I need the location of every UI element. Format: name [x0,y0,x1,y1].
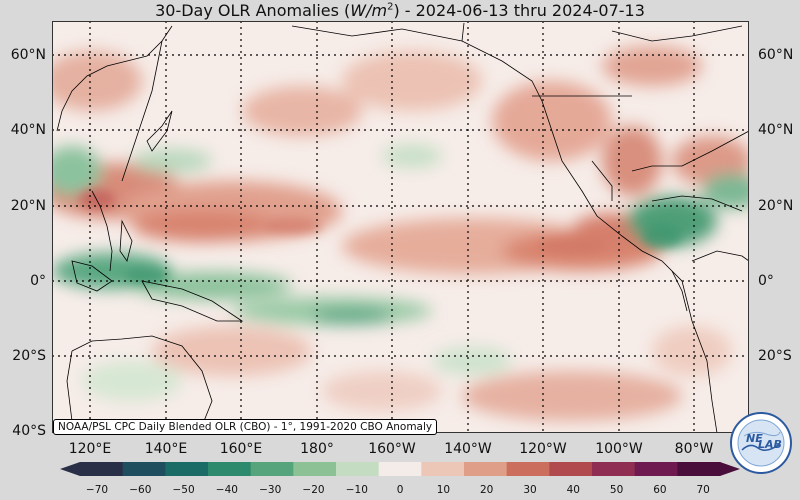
data-source-note: NOAA/PSL CPC Daily Blended OLR (CBO) - 1… [53,419,438,435]
lat-label-right: 40°N [758,122,794,138]
lon-label: 140°W [444,441,492,457]
colorbar-tick-label: 40 [566,484,580,496]
lat-label-right: 20°N [758,198,794,214]
colorbar-extend-min [60,462,80,476]
colorbar-segment [378,462,422,476]
colorbar-tick-label: 10 [436,484,451,496]
colorbar-segment [634,462,678,476]
colorbar-tick-label: −50 [172,484,195,496]
colorbar-tick-label: 50 [609,484,624,496]
fine-detail [79,189,682,284]
colorbar-tick-label: −20 [302,484,325,496]
colorbar-segment [122,462,166,476]
lat-label-right: 0° [758,273,774,289]
colorbar-segment [464,462,508,476]
colorbar-segment [165,462,209,476]
lon-label: 180° [300,441,334,457]
colorbar-segment [208,462,252,476]
svg-text:NE: NE [746,432,763,445]
lon-label: 80°W [674,441,714,457]
colorbar-tick-label: 70 [696,484,710,496]
colorbar-segment [336,462,380,476]
lat-label-left: 20°S [12,348,46,364]
colorbar-segment [549,462,593,476]
coastlines [56,22,749,433]
colorbar-segment [80,462,124,476]
lat-label-left: 60°N [10,47,46,63]
map-title: 30-Day OLR Anomalies (W/m2) - 2024-06-13… [155,1,645,20]
lat-label-left: 0° [30,273,46,289]
colorbar-tick-label: −70 [85,484,109,496]
colorbar-tick-label: −40 [215,484,238,496]
graticule [52,21,749,433]
colorbar-tick-label: −10 [345,484,368,496]
colorbar-tick-label: 60 [653,484,667,496]
lat-label-right: 20°S [758,348,792,364]
lon-label: 140°E [144,441,188,457]
colorbar-segment [250,462,294,476]
colorbar-segment [677,462,721,476]
colorbar-segment [592,462,636,476]
colorbar [60,462,740,476]
lat-label-left: 40°N [10,122,46,138]
lat-label-right: 60°N [758,47,794,63]
lon-label: 160°W [368,441,416,457]
lon-label: 120°E [68,441,112,457]
svg-text:LAB: LAB [758,438,782,451]
colorbar-segment [421,462,465,476]
lon-label: 120°W [519,441,567,457]
lon-label: 100°W [595,441,643,457]
nexlab-logo: NE LAB [730,412,792,474]
colorbar-tick-label: −60 [129,484,152,496]
olr-anomaly-map [52,21,749,433]
colorbar-tick-label: 30 [523,484,537,496]
colorbar-extend-max [720,462,740,476]
colorbar-tick-label: 0 [396,484,404,496]
colorbar-tick-label: 20 [480,484,494,496]
colorbar-tick-label: −30 [259,484,282,496]
lon-label: 160°E [219,441,263,457]
lat-label-left: 40°S [12,423,46,439]
colorbar-segment [506,462,550,476]
colorbar-segment [293,462,337,476]
lat-label-left: 20°N [10,198,46,214]
